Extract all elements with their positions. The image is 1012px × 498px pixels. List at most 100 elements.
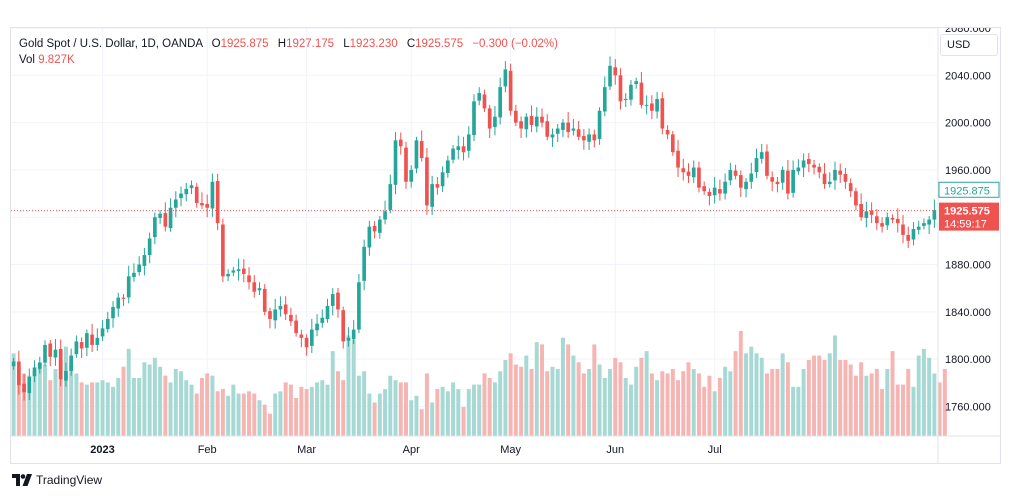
volume-bar <box>838 360 843 436</box>
candle-body <box>173 199 178 208</box>
candle-body <box>503 69 508 87</box>
candle-body <box>409 169 414 182</box>
volume-bar <box>676 380 681 436</box>
volume-bar <box>571 355 576 436</box>
candle-body <box>105 318 110 330</box>
candle-body <box>142 255 147 266</box>
volume-bar <box>827 353 832 436</box>
volume-bar <box>461 406 466 436</box>
candle-body <box>786 170 790 194</box>
candlestick-chart[interactable]: 1760.0001800.0001840.0001880.0001920.000… <box>11 28 1000 463</box>
volume-bar <box>916 355 921 436</box>
volume-bar <box>817 355 822 436</box>
volume-bar <box>273 393 278 436</box>
volume-bar <box>27 375 32 436</box>
volume-bar <box>785 362 790 436</box>
volume-bar <box>53 368 58 436</box>
prev-close-label: 1925.875 <box>944 185 990 197</box>
candle-body <box>79 342 84 349</box>
volume-bar <box>576 362 581 436</box>
volume-bar <box>32 371 37 436</box>
volume-bar <box>728 371 733 436</box>
candle-body <box>221 224 225 277</box>
volume-bar <box>613 357 618 436</box>
volume-bar <box>822 360 827 436</box>
volume-bar <box>131 377 136 436</box>
y-tick-label: 1840.000 <box>945 307 991 319</box>
candle-body <box>723 181 727 194</box>
candle-body <box>341 310 346 342</box>
volume-bar <box>419 409 424 436</box>
candle-body <box>17 361 21 386</box>
y-tick-label: 1880.000 <box>945 260 991 272</box>
volume-bar <box>152 357 157 436</box>
volume-bar <box>921 348 926 436</box>
candle-body <box>43 344 47 363</box>
candle-body <box>241 268 246 274</box>
candle-body <box>22 383 26 393</box>
low-value: 1923.230 <box>349 38 398 50</box>
candle-body <box>383 211 387 220</box>
candle-body <box>712 187 717 196</box>
candle-body <box>226 273 230 277</box>
volume-bar <box>602 377 607 436</box>
volume-bar <box>393 380 398 436</box>
volume-bar <box>859 362 864 436</box>
candle-body <box>566 122 571 133</box>
candle-body <box>37 362 42 369</box>
candle-body <box>765 151 769 176</box>
volume-bar <box>832 335 837 436</box>
chart-legend: Gold Spot / U.S. Dollar, 1D, OANDA O1925… <box>19 36 558 68</box>
volume-bar <box>592 344 597 436</box>
candle-body <box>508 70 513 111</box>
candle-body <box>854 191 858 206</box>
volume-bar <box>749 346 754 436</box>
volume-bar <box>341 380 346 436</box>
volume-bar <box>58 360 63 436</box>
volume-bar <box>116 377 121 436</box>
candle-body <box>686 171 691 176</box>
candle-body <box>372 225 377 232</box>
candle-body <box>796 167 801 172</box>
volume-bar <box>942 368 947 436</box>
countdown-label: 14:59:17 <box>944 219 987 231</box>
candle-body <box>759 152 764 159</box>
volume-bar <box>404 382 408 436</box>
candle-body <box>498 87 502 118</box>
volume-bar <box>707 375 712 436</box>
volume-bar <box>372 402 377 436</box>
volume-bar <box>398 382 403 436</box>
volume-bar <box>351 339 356 436</box>
candle-body <box>456 146 461 151</box>
volume-bar <box>173 368 178 436</box>
candle-body <box>561 122 565 130</box>
tradingview-logo[interactable]: TradingView <box>12 473 102 487</box>
currency-button[interactable]: USD <box>940 34 998 56</box>
ohlc-row: Gold Spot / U.S. Dollar, 1D, OANDA O1925… <box>19 36 558 52</box>
y-tick-label: 1760.000 <box>945 401 991 413</box>
volume-bar <box>456 389 461 436</box>
chart-frame[interactable]: 1760.0001800.0001840.0001880.0001920.000… <box>10 27 1001 464</box>
volume-bar <box>90 382 95 436</box>
volume-bar <box>869 373 874 436</box>
candle-body <box>126 276 131 298</box>
volume-bar <box>717 377 722 436</box>
candle-body <box>932 210 937 220</box>
candle-body <box>592 134 597 141</box>
volume-bar <box>126 348 131 436</box>
candle-body <box>11 361 16 367</box>
y-tick-label: 1800.000 <box>945 354 991 366</box>
close-value: 1925.575 <box>415 38 464 50</box>
y-tick-label: 2040.000 <box>945 70 991 82</box>
candle-body <box>32 367 37 377</box>
candle-body <box>304 337 309 348</box>
candle-body <box>869 210 874 215</box>
candle-body <box>927 219 931 225</box>
x-tick-label: Jun <box>606 444 624 456</box>
volume-bar <box>906 368 911 436</box>
candle-body <box>545 121 550 137</box>
high-label: H <box>277 38 287 50</box>
volume-bar <box>540 344 544 436</box>
candle-body <box>911 229 916 240</box>
volume-bar <box>330 351 335 436</box>
